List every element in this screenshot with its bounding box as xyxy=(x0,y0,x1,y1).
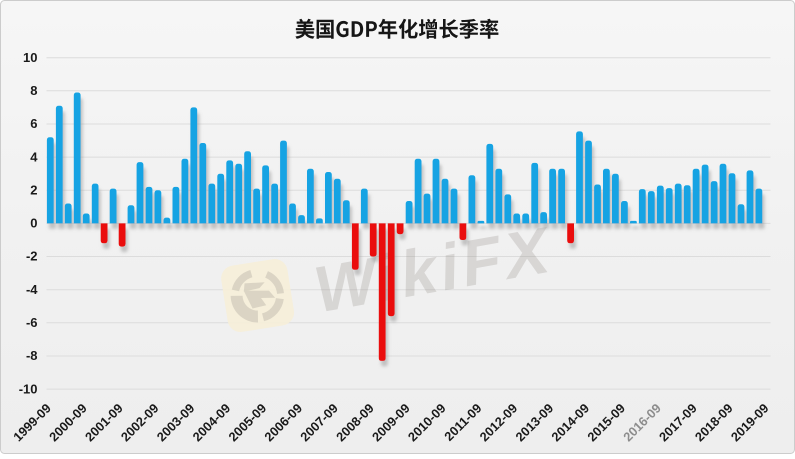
svg-text:4: 4 xyxy=(30,149,38,164)
svg-text:-2: -2 xyxy=(26,249,38,264)
svg-text:-10: -10 xyxy=(19,381,38,396)
svg-text:2: 2 xyxy=(30,183,37,198)
svg-text:6: 6 xyxy=(30,116,37,131)
svg-text:10: 10 xyxy=(23,50,37,65)
svg-text:0: 0 xyxy=(30,216,37,231)
svg-text:-8: -8 xyxy=(26,348,38,363)
svg-text:-6: -6 xyxy=(26,315,38,330)
svg-text:-4: -4 xyxy=(26,282,38,297)
svg-text:8: 8 xyxy=(30,83,37,98)
